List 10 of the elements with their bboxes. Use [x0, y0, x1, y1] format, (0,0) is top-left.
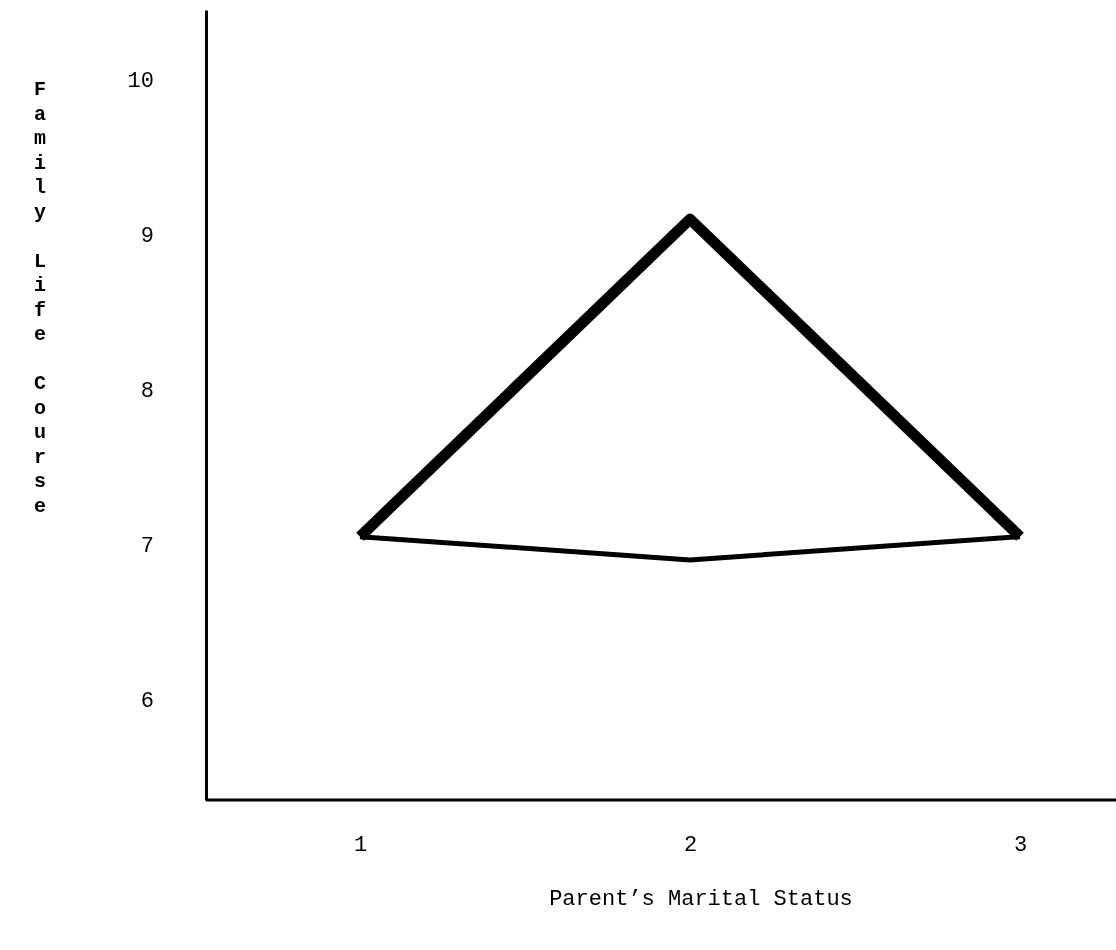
x-axis-title: Parent’s Marital Status — [549, 887, 853, 912]
y-tick-label: 8 — [140, 379, 154, 405]
x-tick-label: 2 — [683, 832, 698, 858]
x-tick-label: 3 — [1013, 832, 1028, 858]
y-tick-label: 7 — [140, 533, 154, 559]
y-tick-label: 9 — [140, 224, 154, 250]
y-tick-label: 6 — [140, 688, 154, 714]
text: Family Life Course — [33, 78, 47, 518]
x-tick-label: 1 — [353, 832, 368, 858]
y-tick-label: 10 — [127, 69, 154, 95]
